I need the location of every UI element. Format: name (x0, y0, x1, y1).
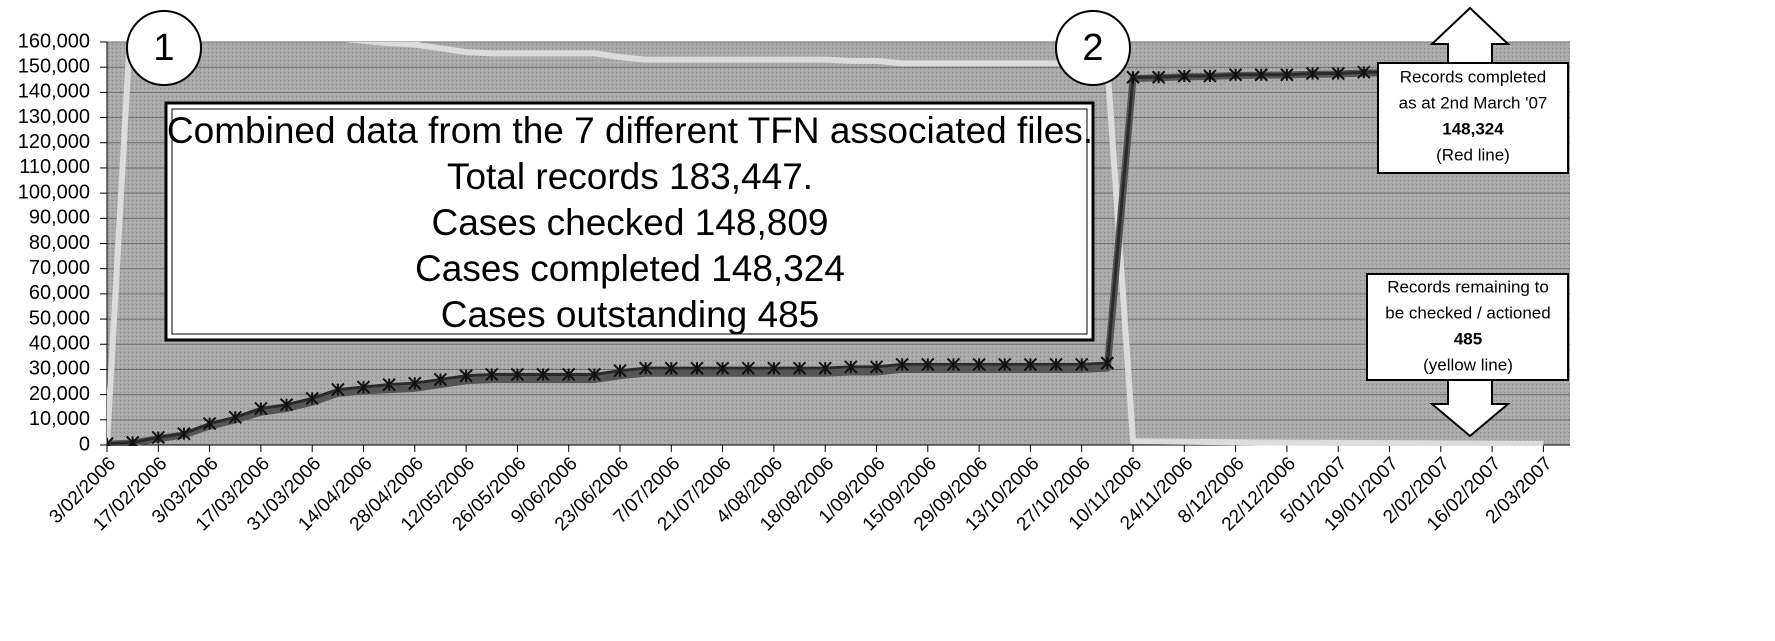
data-point (921, 357, 935, 372)
marker-label: 1 (153, 27, 174, 69)
y-tick-label: 20,000 (29, 383, 90, 405)
callout-line: (yellow line) (1423, 355, 1513, 374)
y-tick-label: 160,000 (18, 30, 90, 52)
arrow-down (1429, 379, 1511, 438)
data-point (767, 361, 781, 375)
callout-line: be checked / actioned (1385, 303, 1550, 322)
data-point (408, 376, 422, 390)
info-line: Cases checked 148,809 (432, 202, 829, 243)
data-point (331, 382, 345, 397)
data-point (1254, 68, 1268, 82)
info-line: Cases outstanding 485 (441, 294, 820, 335)
data-point (844, 360, 858, 374)
y-tick-label: 0 (79, 433, 90, 455)
marker-circle (1055, 10, 1131, 86)
y-tick-label: 50,000 (29, 307, 90, 329)
data-point (1305, 66, 1320, 81)
marker-label: 2 (1082, 27, 1103, 69)
data-point (869, 360, 884, 374)
data-point (638, 361, 653, 375)
data-point (536, 367, 550, 382)
info-line: Combined data from the 7 different TFN a… (167, 110, 1093, 151)
info-box-inner (171, 108, 1088, 335)
data-point (1203, 69, 1217, 83)
data-point (972, 357, 986, 372)
data-point (792, 361, 807, 375)
data-point (1100, 356, 1115, 370)
data-point (1280, 68, 1294, 82)
data-point (107, 437, 114, 446)
annotations: 1 2 Combined data from the 7 different T… (126, 6, 1569, 438)
data-point (125, 435, 140, 446)
data-point (151, 430, 166, 445)
y-tick-label: 90,000 (29, 207, 90, 229)
series-line (107, 42, 1544, 446)
y-tick-label: 30,000 (29, 358, 90, 380)
info-box (164, 101, 1095, 342)
y-tick-label: 130,000 (18, 106, 90, 128)
data-point (382, 377, 396, 392)
marker-circle (126, 10, 202, 86)
data-point (510, 367, 525, 382)
data-point (1126, 70, 1140, 84)
data-point (741, 361, 755, 375)
series-group (107, 42, 1551, 446)
data-point (485, 367, 499, 382)
data-point (690, 361, 704, 375)
data-point (305, 391, 319, 406)
data-point (715, 361, 730, 375)
y-tick-label: 80,000 (29, 232, 90, 254)
y-tick-label: 70,000 (29, 257, 90, 279)
callout-line: Records remaining to (1387, 277, 1549, 296)
y-tick-label: 60,000 (29, 282, 90, 304)
data-point (1331, 66, 1345, 81)
y-tick-label: 140,000 (18, 81, 90, 103)
data-point (254, 401, 268, 416)
data-point (202, 416, 217, 431)
data-point (613, 363, 627, 378)
y-tick-label: 150,000 (18, 55, 90, 77)
data-point (1357, 65, 1371, 79)
y-tick-label: 110,000 (19, 156, 90, 178)
y-tick-label: 10,000 (29, 408, 90, 430)
data-point (1023, 357, 1038, 372)
data-point (433, 372, 448, 387)
callout-line: (Red line) (1436, 145, 1510, 164)
info-line: Total records 183,447. (447, 156, 813, 197)
data-point (818, 361, 832, 375)
y-tick-label: 40,000 (29, 333, 90, 355)
callout-line: 148,324 (1442, 119, 1504, 138)
data-point (998, 357, 1012, 372)
data-point (1074, 357, 1089, 372)
data-point (561, 367, 576, 382)
data-point (895, 357, 909, 372)
data-point (1177, 69, 1192, 83)
data-point (946, 357, 961, 372)
callout-box (1377, 62, 1569, 174)
data-point (279, 397, 294, 412)
info-line: Cases completed 148,324 (415, 248, 845, 289)
callout-box (1366, 273, 1569, 381)
callout-line: Records completed (1400, 67, 1546, 86)
data-point (664, 361, 679, 375)
data-point (356, 380, 371, 394)
data-point (1049, 357, 1063, 372)
data-point (1228, 68, 1243, 82)
data-point (587, 367, 602, 382)
data-point (228, 410, 242, 425)
y-tick-label: 100,000 (18, 181, 90, 203)
data-point (177, 426, 191, 441)
arrow-up (1429, 6, 1511, 65)
data-point (1151, 70, 1166, 84)
callout-line: as at 2nd March '07 (1399, 93, 1548, 112)
y-tick-label: 120,000 (18, 131, 90, 153)
callout-line: 485 (1454, 329, 1482, 348)
data-point (459, 369, 473, 383)
